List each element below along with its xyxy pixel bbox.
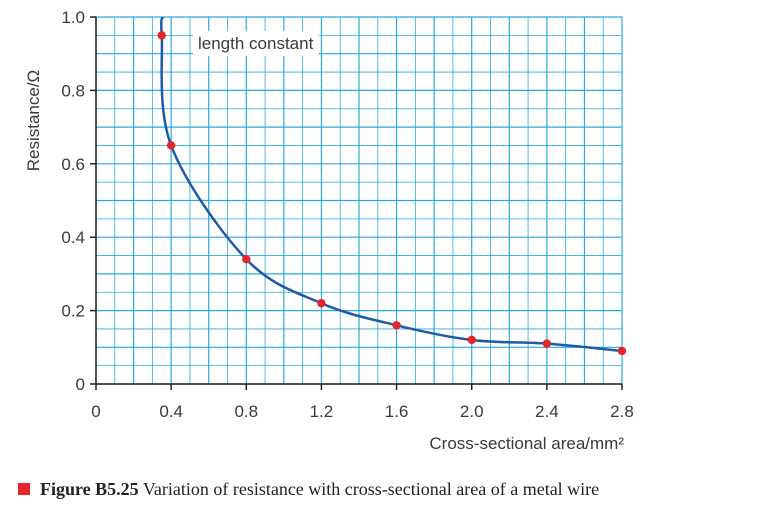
data-point [392,321,401,330]
x-axis-title: Cross-sectional area/mm² [429,434,624,453]
grid [95,16,623,385]
caption-marker [18,483,30,495]
y-tick-label: 0.6 [61,155,85,174]
figure-caption: Figure B5.25 Variation of resistance wit… [18,479,599,500]
y-tick-label: 0.8 [61,81,85,100]
data-point [467,335,476,345]
data-point [542,339,552,348]
x-tick-label: 2.4 [535,402,559,421]
x-tick-label: 1.6 [385,402,409,421]
x-tick-label: 0 [91,402,100,421]
annotation-length-constant: length constant [198,34,314,53]
y-tick-label: 0.2 [61,302,85,321]
x-tick-label: 1.2 [310,402,334,421]
axes [90,16,623,390]
x-tick-label: 0.8 [234,402,258,421]
y-tick-label: 0 [76,375,85,394]
data-point [317,299,326,308]
annotation-box: length constant [193,31,319,56]
y-axis-title: Resistance/Ω [24,70,43,172]
resistance-area-chart: 0 0.2 0.4 0.6 0.8 1.0 0 0.4 0.8 1.2 1.6 2.0 2.4 2.8 l… [24,8,634,453]
y-tick-label: 1.0 [61,8,85,27]
tick-labels: 0 0.2 0.4 0.6 0.8 1.0 0 0.4 0.8 1.2 1.6 2.0 2.4 2.8 [61,8,633,421]
data-point [617,346,627,356]
fitted-curve [160,16,623,353]
data-points [157,31,627,356]
y-tick-label: 0.4 [61,228,85,247]
x-tick-label: 2.8 [610,402,634,421]
caption-text: Variation of resistance with cross-secti… [142,479,600,499]
x-tick-label: 2.0 [460,402,484,421]
caption-label: Figure B5.25 [40,479,139,499]
x-tick-label: 0.4 [159,402,183,421]
data-point [242,255,251,264]
data-point [157,31,166,40]
data-point [166,141,176,150]
